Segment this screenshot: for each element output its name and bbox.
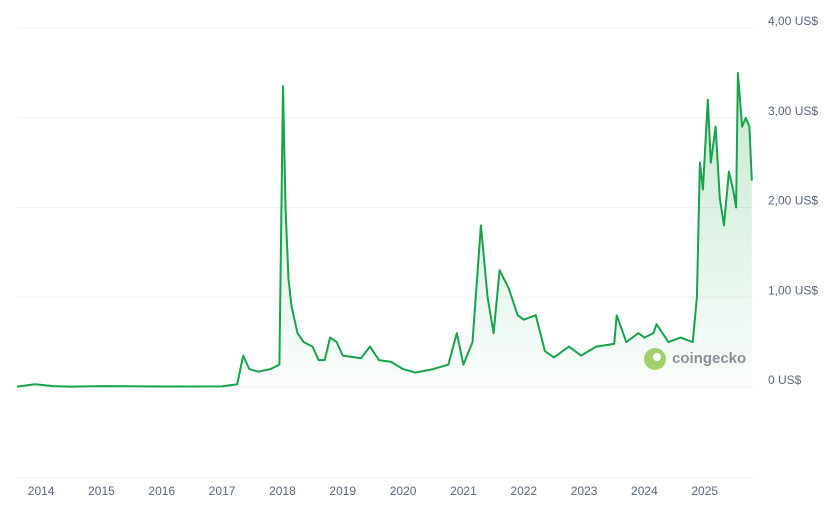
x-tick-label: 2016 (148, 484, 175, 498)
area-fill (17, 72, 752, 388)
x-tick-label: 2023 (571, 484, 598, 498)
x-tick-label: 2015 (88, 484, 115, 498)
x-tick-label: 2019 (329, 484, 356, 498)
y-tick-label: 4,00 US$ (768, 14, 818, 28)
x-tick-label: 2024 (631, 484, 658, 498)
x-tick-label: 2017 (209, 484, 236, 498)
price-line (16, 71, 753, 388)
x-tick-label: 2014 (28, 484, 55, 498)
x-tick-label: 2021 (450, 484, 477, 498)
y-tick-label: 2,00 US$ (768, 194, 818, 208)
watermark-text: coingecko (672, 350, 746, 367)
x-tick-label: 2022 (510, 484, 537, 498)
y-tick-label: 3,00 US$ (768, 104, 818, 118)
watermark: coingecko (644, 348, 746, 370)
y-tick-label: 0 US$ (768, 373, 802, 387)
x-tick-label: 2025 (691, 484, 718, 498)
x-tick-label: 2020 (390, 484, 417, 498)
y-tick-label: 1,00 US$ (768, 283, 818, 297)
watermark-eye (653, 353, 661, 361)
x-tick-label: 2018 (269, 484, 296, 498)
